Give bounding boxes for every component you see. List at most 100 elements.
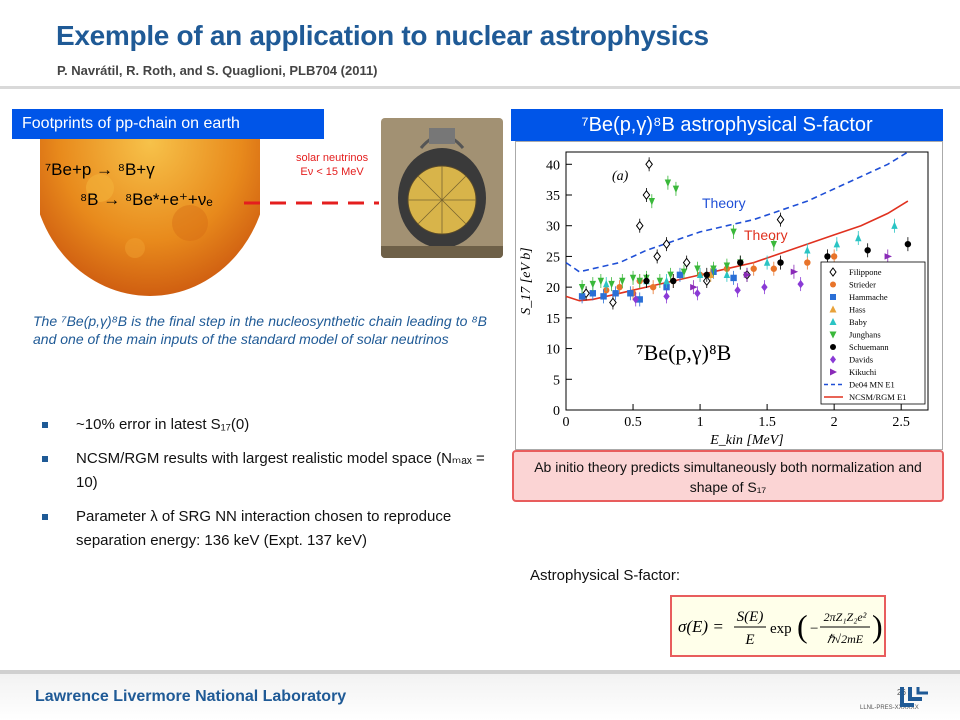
- y-axis-label: S_17 [eV b]: [519, 247, 534, 314]
- point-baby: [723, 270, 731, 279]
- point-davids: [694, 289, 701, 298]
- point-junghans: [636, 277, 643, 286]
- formula-exp: exp: [770, 621, 792, 637]
- point-baby: [891, 221, 898, 229]
- point-filippone: [635, 220, 644, 231]
- x-tick-label: 1.5: [758, 415, 776, 430]
- bullet-text: NCSM/RGM results with largest realistic …: [76, 450, 485, 491]
- bullet-list: ~10% error in latest S₁₇(0) NCSM/RGM res…: [38, 413, 498, 563]
- point-filippone: [776, 214, 785, 225]
- legend-entry: De04 MN E1: [849, 380, 895, 390]
- plot-frame: [565, 151, 929, 411]
- point-strieder: [830, 253, 838, 260]
- formula-denominator: E: [744, 632, 754, 648]
- point-baby: [696, 270, 704, 279]
- point-junghans: [723, 262, 731, 270]
- point-hammache: [636, 296, 643, 303]
- point-davids: [797, 279, 804, 289]
- formula-inner-numerator: 2πZ₁Z₂e²: [824, 610, 867, 624]
- point-schuemann: [777, 259, 784, 266]
- point-junghans: [710, 265, 717, 273]
- legend-entry: Strieder: [849, 280, 876, 290]
- formula-sigma: σ(E) =: [678, 617, 724, 636]
- reaction-label: ⁷Be(p,γ)⁸B: [636, 340, 731, 365]
- bullet-item: NCSM/RGM results with largest realistic …: [38, 447, 498, 495]
- point-junghans: [672, 185, 680, 194]
- point-davids: [761, 282, 768, 292]
- point-junghans: [694, 265, 701, 273]
- document-number: LLNL-PRES-XXXXXX: [860, 705, 919, 711]
- neutrino-energy-text: Eν < 15 MeV: [300, 166, 364, 178]
- bullet-text: Parameter λ of SRG NN interaction chosen…: [76, 508, 452, 549]
- point-strieder: [750, 265, 757, 272]
- point-junghans: [608, 280, 615, 289]
- point-hammache: [627, 290, 634, 297]
- x-tick-label: 2.5: [892, 415, 910, 430]
- point-junghans: [770, 240, 778, 249]
- point-baby: [804, 246, 811, 254]
- point-junghans: [730, 228, 737, 237]
- point-kikuchi: [743, 271, 752, 279]
- point-junghans: [664, 179, 672, 187]
- point-schuemann: [643, 277, 650, 285]
- point-schuemann: [670, 277, 677, 285]
- y-tick-label: 30: [546, 220, 560, 235]
- point-strieder: [804, 259, 811, 266]
- point-junghans: [648, 197, 656, 206]
- legend-entry: Hammache: [849, 292, 888, 302]
- theory-annotation-red: Theory: [744, 227, 788, 243]
- theory-annotation-blue: Theory: [702, 195, 746, 211]
- point-junghans: [619, 277, 626, 286]
- svg-text:(: (: [797, 608, 808, 644]
- legend-swatch-hammache: [830, 294, 836, 300]
- point-hammache: [612, 290, 619, 297]
- footer-divider: [0, 670, 960, 674]
- reaction-equation-1: ⁷Be+p → ⁸B+γ: [45, 160, 155, 179]
- legend-entry: Kikuchi: [849, 367, 877, 377]
- footer-background: [0, 674, 960, 720]
- point-junghans: [680, 268, 688, 276]
- neutrino-path-dashed-line: [244, 201, 379, 205]
- y-tick-label: 25: [546, 250, 560, 265]
- x-tick-label: 0: [563, 415, 570, 430]
- point-filippone: [642, 189, 651, 201]
- svg-text:): ): [872, 608, 883, 644]
- legend-swatch-schuemann: [830, 344, 836, 350]
- point-strieder: [770, 265, 778, 272]
- legend-entry: Hass: [849, 305, 866, 315]
- legend-entry: Schuemann: [849, 342, 889, 352]
- x-tick-label: 0.5: [624, 415, 642, 430]
- y-tick-label: 15: [546, 312, 560, 327]
- point-junghans: [589, 280, 597, 289]
- astrophysical-s-factor-label: Astrophysical S-factor:: [530, 567, 681, 584]
- legend-swatch-hass: [829, 305, 837, 313]
- neutrino-detector-image: [381, 118, 503, 258]
- point-kikuchi: [690, 283, 698, 291]
- x-axis-label: E_kin [MeV]: [709, 433, 783, 448]
- bullet-marker: [42, 514, 48, 520]
- y-tick-label: 40: [546, 158, 560, 173]
- legend-swatch-baby: [829, 318, 837, 325]
- s-factor-formula: σ(E) = S(E) E exp ( − 2πZ₁Z₂e² ℏ√2mE ): [670, 595, 886, 657]
- ab-initio-callout: Ab initio theory predicts simultaneously…: [512, 450, 944, 502]
- right-section-header: ⁷Be(p,γ)⁸B astrophysical S-factor: [511, 109, 943, 141]
- solar-neutrinos-text: solar neutrinos: [296, 152, 369, 164]
- point-hammache: [730, 274, 737, 282]
- reaction-equation-2: ⁸B → ⁸Be*+e⁺+νₑ: [80, 190, 213, 209]
- point-filippone: [653, 251, 661, 262]
- point-baby: [855, 233, 862, 242]
- point-filippone: [582, 288, 590, 299]
- slide-subtitle: P. Navrátil, R. Roth, and S. Quaglioni, …: [57, 63, 378, 78]
- legend-entry: Davids: [849, 355, 873, 365]
- point-filippone: [645, 159, 653, 170]
- point-hammache: [578, 293, 586, 300]
- point-strieder: [649, 283, 657, 291]
- y-tick-label: 5: [553, 373, 560, 388]
- legend-entry: Baby: [849, 317, 868, 327]
- point-davids: [663, 292, 670, 301]
- point-baby: [603, 279, 610, 288]
- legend-entry: Filippone: [849, 267, 882, 277]
- bullet-item: Parameter λ of SRG NN interaction chosen…: [38, 505, 498, 553]
- panel-label: (a): [612, 169, 629, 184]
- point-junghans: [597, 277, 605, 286]
